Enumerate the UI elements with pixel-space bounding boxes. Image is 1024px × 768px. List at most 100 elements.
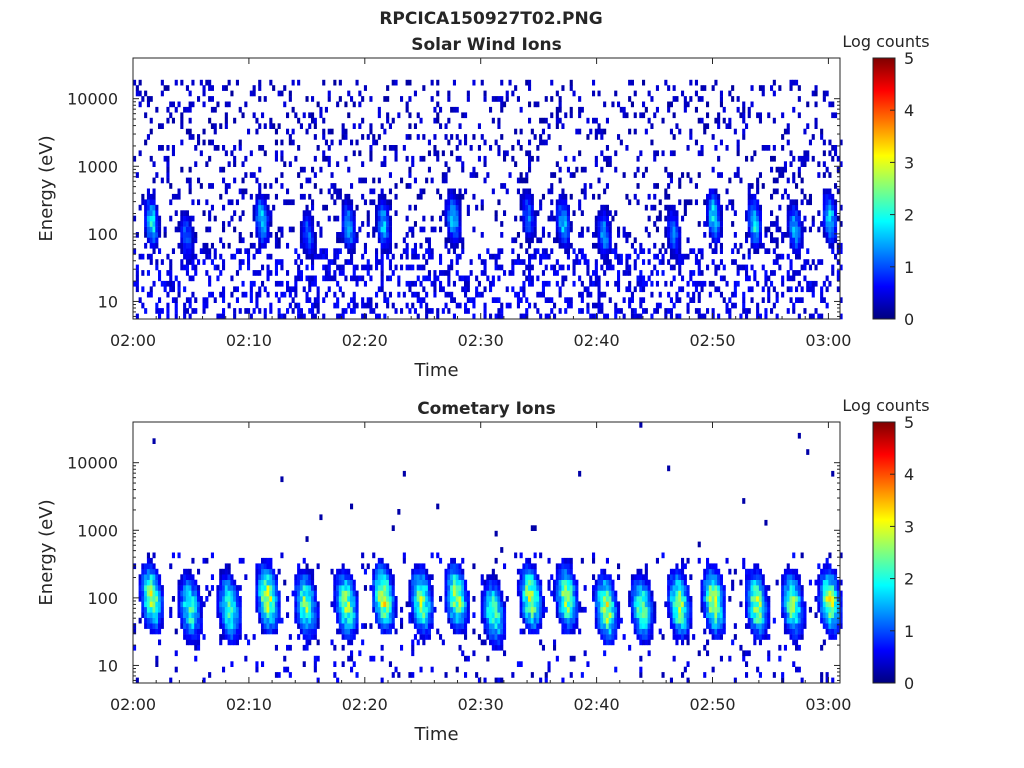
heatmap-cell (235, 617, 239, 624)
heatmap-cell (686, 612, 690, 618)
heatmap-cell (230, 590, 234, 597)
heatmap-cell (386, 297, 390, 303)
heatmap-cell (683, 596, 687, 602)
heatmap-cell (514, 237, 518, 244)
heatmap-cell (311, 221, 315, 227)
heatmap-cell (822, 232, 826, 238)
heatmap-cell (558, 101, 562, 108)
heatmap-cell (171, 596, 175, 602)
heatmap-cell (388, 188, 392, 195)
heatmap-cell (344, 634, 348, 640)
heatmap-cell (202, 85, 206, 91)
heatmap-cell (380, 199, 384, 206)
heatmap-cell (380, 568, 384, 575)
heatmap-cell (592, 557, 596, 564)
heatmap-cell (202, 297, 206, 303)
heatmap-cell (458, 612, 462, 618)
heatmap-cell (222, 286, 226, 293)
heatmap-cell (761, 90, 765, 97)
heatmap-cell (594, 275, 598, 282)
heatmap-cell (413, 606, 417, 613)
heatmap-cell (491, 617, 495, 624)
heatmap-cell (528, 101, 532, 108)
heatmap-cell (731, 639, 735, 646)
heatmap-cell (747, 253, 751, 260)
heatmap-cell (152, 248, 156, 254)
heatmap-cell (338, 568, 342, 575)
heatmap-cell (146, 188, 150, 195)
heatmap-cell (770, 280, 774, 287)
heatmap-cell (742, 106, 746, 113)
heatmap-cell (594, 221, 598, 227)
heatmap-cell (266, 215, 270, 222)
heatmap-cell (625, 112, 629, 119)
heatmap-cell (352, 596, 356, 602)
heatmap-cell (241, 259, 245, 265)
heatmap-cell (758, 204, 762, 211)
heatmap-cell (672, 617, 676, 624)
heatmap-cell (144, 590, 148, 597)
heatmap-cell (185, 596, 189, 602)
heatmap-cell (603, 248, 607, 254)
heatmap-cell (297, 579, 301, 586)
heatmap-cell (639, 634, 643, 640)
heatmap-cell (450, 585, 454, 591)
heatmap-cell (188, 232, 192, 238)
heatmap-cell (717, 596, 721, 602)
heatmap-cell (141, 193, 145, 200)
heatmap-cell (708, 204, 712, 211)
heatmap-cell (413, 221, 417, 227)
heatmap-cell (252, 85, 256, 91)
heatmap-cell (255, 666, 259, 673)
heatmap-cell (580, 291, 584, 298)
heatmap-cell (511, 248, 515, 254)
heatmap-cell (555, 568, 559, 575)
heatmap-cell (714, 568, 718, 575)
heatmap-cell (608, 617, 612, 624)
heatmap-cell (375, 215, 379, 222)
heatmap-cell (747, 248, 751, 254)
heatmap-cell (191, 617, 195, 624)
heatmap-cell (433, 270, 437, 276)
heatmap-cell (575, 585, 579, 591)
heatmap-cell (553, 270, 557, 276)
heatmap-cell (258, 286, 262, 293)
heatmap-cell (444, 291, 448, 298)
heatmap-cell (444, 568, 448, 575)
heatmap-cell (419, 563, 423, 570)
heatmap-cell (149, 612, 153, 618)
heatmap-cell (188, 574, 192, 580)
heatmap-cell (483, 308, 487, 314)
heatmap-cell (708, 563, 712, 570)
heatmap-cell (269, 585, 273, 591)
heatmap-cell (274, 242, 278, 249)
heatmap-cell (633, 248, 637, 254)
heatmap-cell (194, 237, 198, 244)
heatmap-cell (806, 259, 810, 265)
heatmap-cell (277, 672, 281, 678)
heatmap-cell (238, 215, 242, 222)
heatmap-cell (708, 242, 712, 249)
heatmap-cell (722, 601, 726, 608)
heatmap-cell (544, 264, 548, 271)
heatmap-cell (564, 215, 568, 222)
heatmap-cell (594, 215, 598, 222)
heatmap-cell (210, 291, 214, 298)
heatmap-cell (302, 590, 306, 597)
heatmap-cell (839, 264, 843, 271)
heatmap-cell (655, 150, 659, 157)
heatmap-cell (797, 270, 801, 276)
heatmap-cell (372, 590, 376, 597)
heatmap-cell (427, 275, 431, 282)
heatmap-cell (472, 628, 476, 635)
heatmap-cell (308, 248, 312, 254)
heatmap-cell (299, 232, 303, 238)
heatmap-cell (439, 253, 443, 260)
heatmap-cell (458, 644, 462, 651)
heatmap-cell (611, 601, 615, 608)
heatmap-cell (430, 612, 434, 618)
heatmap-cell (489, 590, 493, 597)
heatmap-cell (355, 204, 359, 211)
heatmap-cell (327, 128, 331, 135)
heatmap-cell (450, 106, 454, 113)
